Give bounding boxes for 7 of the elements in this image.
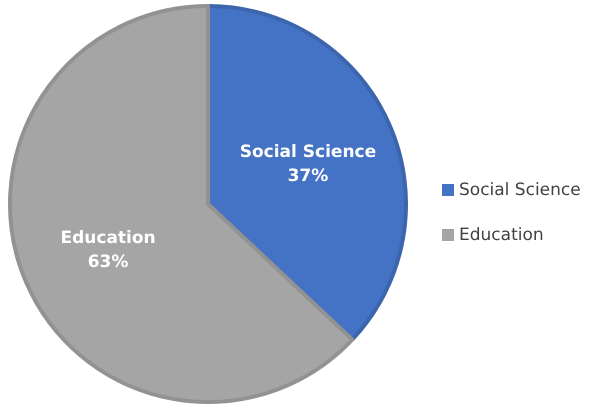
pie-slice: [206, 4, 408, 342]
legend-label: Social Science: [459, 180, 581, 200]
data-label: 37%: [288, 166, 328, 186]
data-label: 63%: [88, 252, 128, 272]
legend-label: Education: [459, 225, 544, 245]
slice-label: Education: [60, 228, 156, 248]
slice-label: Social Science: [240, 142, 376, 162]
